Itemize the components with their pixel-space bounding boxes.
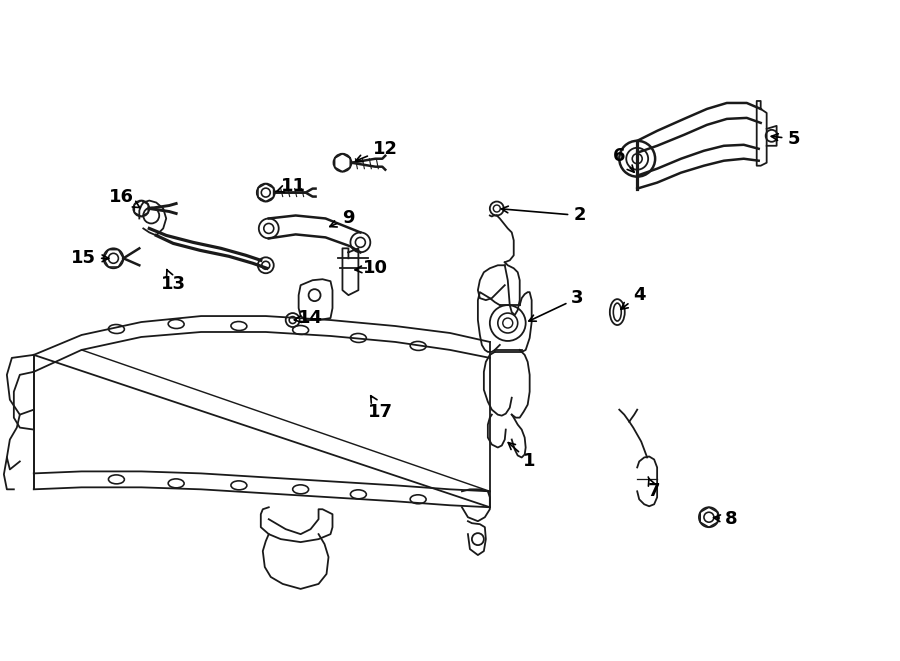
- Text: 14: 14: [294, 309, 323, 327]
- Text: 17: 17: [368, 396, 392, 420]
- Text: 5: 5: [771, 130, 800, 148]
- Text: 2: 2: [501, 206, 586, 225]
- Text: 12: 12: [356, 139, 398, 161]
- Text: 1: 1: [508, 443, 536, 471]
- Text: 16: 16: [109, 188, 140, 208]
- Text: 10: 10: [355, 259, 388, 277]
- Text: 13: 13: [161, 270, 185, 293]
- Text: 11: 11: [275, 176, 306, 194]
- Text: 9: 9: [329, 210, 355, 227]
- Text: 3: 3: [529, 289, 584, 321]
- Text: 6: 6: [613, 147, 634, 173]
- Text: 15: 15: [71, 249, 109, 267]
- Text: 7: 7: [648, 477, 661, 500]
- Text: 8: 8: [714, 510, 737, 528]
- Text: 4: 4: [621, 286, 645, 309]
